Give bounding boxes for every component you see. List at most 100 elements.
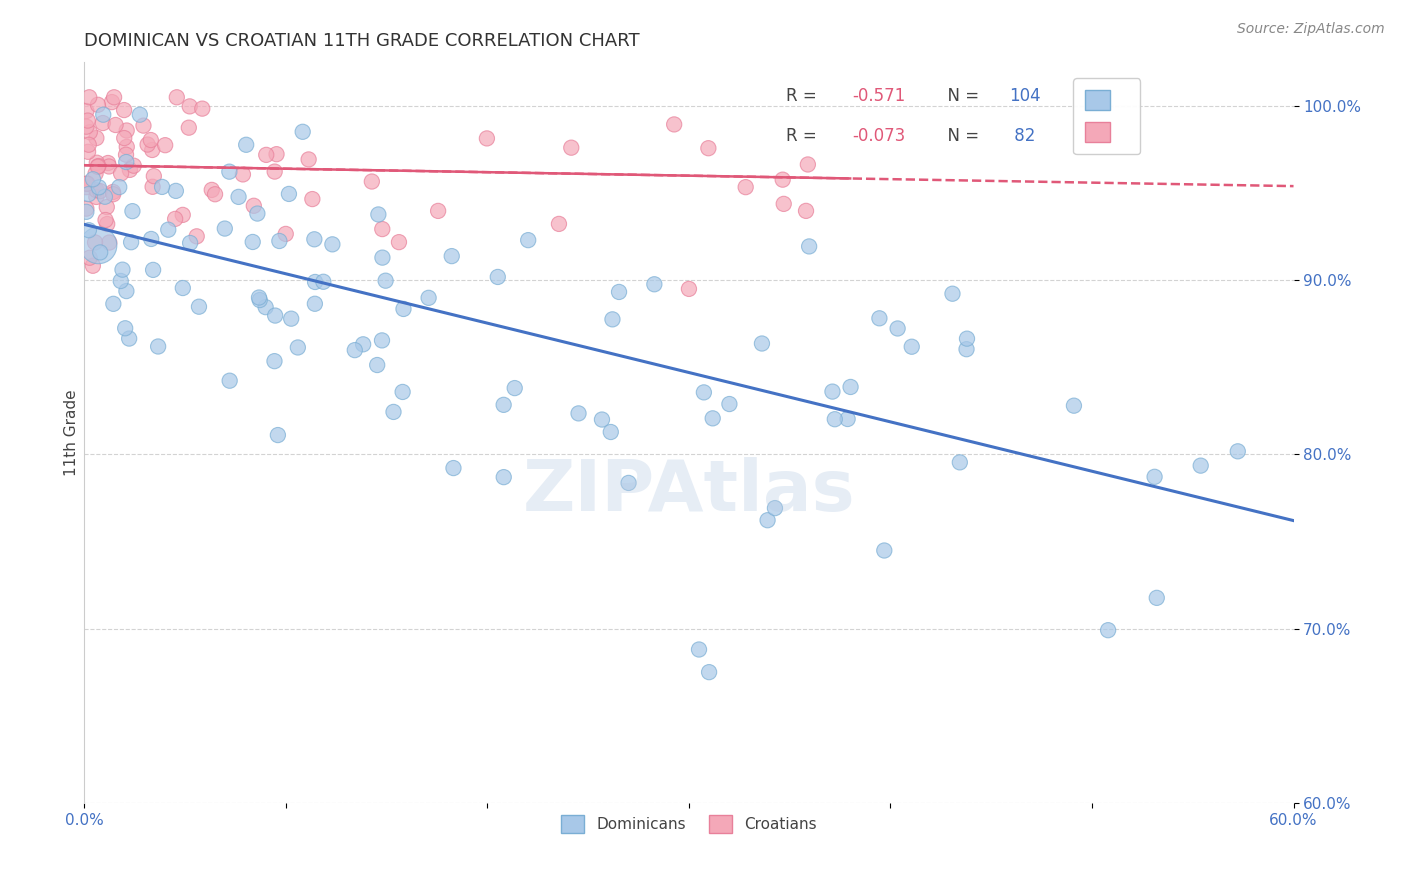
Point (693, 385, 716, 400)
Point (136, 137, 159, 152)
Point (503, 381, 526, 395)
Point (900, 340, 922, 354)
Point (141, 232, 163, 246)
Point (101, 187, 124, 202)
Point (304, 275, 326, 289)
Point (267, 428, 290, 442)
Point (955, 342, 977, 356)
Point (772, 172, 794, 186)
Point (794, 203, 817, 218)
Point (371, 222, 394, 236)
Point (115, 155, 138, 169)
Point (1189, 458, 1212, 473)
Point (87, 160, 110, 174)
Point (98, 160, 121, 174)
Point (418, 291, 440, 305)
Point (141, 143, 163, 157)
Point (367, 207, 389, 221)
Point (75, 204, 97, 219)
Point (824, 412, 846, 426)
Point (371, 251, 394, 265)
Point (427, 203, 450, 218)
Point (188, 300, 211, 314)
Point (75, 202, 97, 216)
Point (718, 397, 741, 411)
Point (492, 398, 515, 412)
Point (77, 223, 100, 237)
Point (77, 90, 100, 104)
Point (392, 301, 415, 316)
Point (94, 213, 117, 227)
Point (312, 275, 335, 289)
Point (75, 177, 97, 191)
Point (868, 311, 890, 326)
Point (179, 235, 201, 250)
Point (86, 155, 108, 169)
Point (1063, 399, 1085, 413)
Point (756, 513, 779, 527)
Point (839, 380, 862, 394)
Point (643, 277, 665, 292)
Legend: Dominicans, Croatians: Dominicans, Croatians (555, 809, 823, 839)
Point (139, 133, 162, 147)
Point (280, 311, 302, 326)
Point (118, 332, 141, 346)
Text: 104: 104 (1010, 87, 1040, 104)
Text: N =: N = (936, 128, 984, 145)
Point (77, 145, 100, 159)
Point (204, 187, 226, 202)
Point (110, 166, 132, 180)
Point (274, 227, 297, 241)
Point (97, 156, 120, 170)
Point (702, 411, 724, 425)
Point (179, 99, 201, 113)
Point (142, 263, 165, 277)
Point (76, 113, 98, 128)
Point (263, 164, 285, 178)
Point (166, 90, 188, 104)
Point (242, 235, 264, 249)
Point (121, 204, 143, 219)
Point (128, 108, 150, 122)
Point (949, 455, 972, 469)
Point (517, 233, 540, 247)
Point (264, 309, 287, 323)
Point (797, 239, 820, 253)
Point (142, 169, 165, 183)
Point (591, 412, 613, 426)
Point (228, 190, 250, 204)
Point (122, 159, 145, 173)
Point (301, 192, 323, 206)
Point (662, 117, 685, 131)
Point (751, 336, 773, 351)
Point (873, 543, 896, 558)
Point (82, 172, 104, 186)
Point (697, 665, 720, 680)
Point (291, 125, 314, 139)
Point (132, 119, 155, 133)
Text: R =: R = (786, 87, 821, 104)
Point (304, 297, 326, 311)
Point (443, 461, 465, 475)
Point (678, 282, 700, 296)
Point (235, 137, 257, 152)
Point (165, 184, 187, 198)
Point (688, 642, 710, 657)
Text: DOMINICAN VS CROATIAN 11TH GRADE CORRELATION CHART: DOMINICAN VS CROATIAN 11TH GRADE CORRELA… (84, 32, 640, 50)
Point (87, 97, 110, 112)
Point (602, 312, 624, 326)
Text: ZIPAtlas: ZIPAtlas (523, 458, 855, 526)
Point (388, 235, 411, 249)
Point (371, 334, 394, 348)
Point (366, 358, 388, 372)
Point (821, 384, 844, 399)
Point (87, 180, 110, 194)
Point (243, 199, 266, 213)
Point (304, 232, 326, 246)
Point (103, 297, 125, 311)
Point (177, 120, 200, 135)
Point (91, 116, 114, 130)
Point (1226, 444, 1249, 458)
Point (475, 131, 498, 145)
Point (86, 131, 108, 145)
